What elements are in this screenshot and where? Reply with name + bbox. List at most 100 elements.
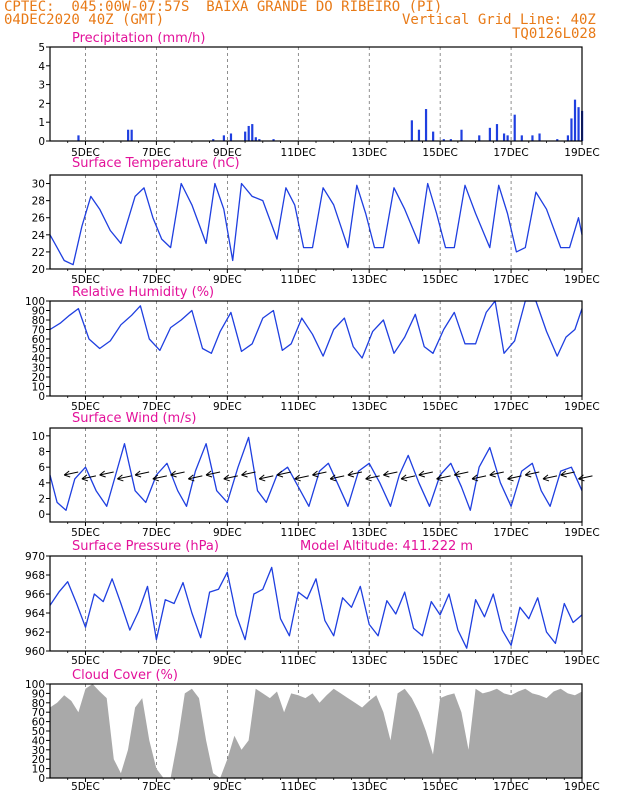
precip-bar (424, 109, 428, 141)
wind-arrow (294, 474, 309, 482)
precip-bar (442, 139, 445, 141)
precip-bar (410, 120, 413, 141)
y-tick-label: 24 (32, 230, 46, 242)
precip-bar (244, 131, 247, 141)
y-tick-label: 0 (38, 136, 45, 148)
x-tick-label: 9DEC (213, 781, 242, 793)
x-tick-label: 9DEC (213, 527, 242, 539)
wind-arrow (188, 474, 203, 482)
panel-0: 0 1 2 3 4 5 5DEC 7DEC 9DEC 11DEC 13DEC 15DEC 17DEC 19… (38, 31, 599, 159)
precip-bar (251, 124, 254, 141)
wind-arrow (276, 470, 292, 478)
x-tick-label: 13DEC (351, 781, 386, 793)
precip-bar (577, 107, 580, 141)
y-tick-label: 960 (25, 646, 45, 658)
wind-arrow (436, 474, 451, 482)
x-tick-label: 7DEC (142, 781, 171, 793)
precip-bar (229, 133, 233, 141)
precip-bar (495, 124, 499, 141)
precip-bar (513, 114, 516, 141)
y-tick-label: 50 (32, 726, 45, 738)
x-tick-label: 11DEC (281, 401, 316, 413)
y-tick-label: 90 (32, 306, 45, 318)
y-tick-label: 70 (32, 707, 45, 719)
x-tick-label: 19DEC (564, 147, 599, 159)
y-tick-label: 40 (32, 353, 45, 365)
wind-arrow (542, 474, 558, 482)
precip-bar (130, 129, 133, 141)
x-tick-label: 17DEC (493, 147, 528, 159)
model-code: TQ0126L028 (512, 26, 597, 42)
wind-arrow (63, 470, 79, 478)
wind-arrow (258, 474, 274, 482)
x-tick-label: 9DEC (213, 655, 242, 667)
y-tick-label: 5 (38, 42, 45, 54)
y-tick-label: 70 (32, 325, 45, 337)
wind-arrow (578, 474, 593, 482)
y-tick-label: 22 (32, 247, 45, 259)
y-tick-label: 20 (32, 372, 45, 384)
x-tick-label: 13DEC (351, 147, 386, 159)
panel-frame (49, 555, 583, 652)
x-tick-label: 5DEC (71, 274, 100, 286)
x-tick-label: 9DEC (213, 274, 242, 286)
precip-bar (417, 129, 421, 141)
precip-bar (432, 131, 435, 141)
y-tick-label: 4 (38, 61, 45, 73)
x-tick-label: 15DEC (422, 401, 457, 413)
y-tick-label: 2 (38, 98, 45, 110)
y-tick-label: 30 (32, 179, 45, 191)
precip-bar (258, 139, 261, 141)
y-tick-label: 8 (38, 447, 45, 459)
y-tick-label: 2 (38, 494, 45, 506)
panel-frame (49, 300, 583, 397)
y-tick-label: 60 (32, 334, 45, 346)
panel-frame (49, 174, 583, 270)
y-tick-label: 966 (25, 589, 45, 601)
x-tick-label: 7DEC (142, 274, 171, 286)
series-line (49, 436, 583, 511)
y-tick-label: 3 (38, 80, 45, 92)
x-tick-label: 19DEC (564, 274, 599, 286)
panel-title: Precipitation (mm/h) (72, 31, 205, 46)
x-tick-label: 15DEC (422, 655, 457, 667)
precip-bar (272, 139, 275, 141)
wind-arrow (400, 474, 416, 482)
wind-arrow (454, 470, 469, 478)
y-tick-label: 26 (32, 213, 46, 225)
wind-arrow (223, 474, 238, 482)
x-tick-label: 5DEC (71, 655, 100, 667)
x-tick-label: 19DEC (564, 781, 599, 793)
wind-arrow (152, 474, 167, 482)
wind-arrow (134, 470, 150, 478)
x-tick-label: 17DEC (493, 655, 528, 667)
y-tick-label: 30 (32, 363, 45, 375)
x-tick-label: 19DEC (564, 655, 599, 667)
x-tick-label: 17DEC (493, 781, 528, 793)
y-tick-label: 6 (38, 462, 45, 474)
y-tick-label: 1 (38, 117, 45, 129)
wind-arrow (507, 474, 522, 482)
y-tick-label: 4 (38, 478, 45, 490)
wind-arrow (241, 470, 256, 478)
precip-bar (254, 137, 257, 141)
x-tick-label: 5DEC (71, 781, 100, 793)
y-tick-label: 100 (25, 679, 45, 691)
precip-bar (531, 135, 534, 141)
precip-bar (247, 125, 250, 141)
x-tick-label: 11DEC (281, 527, 316, 539)
panel-title: Surface Wind (m/s) (72, 411, 196, 426)
precip-bar (478, 135, 481, 141)
x-tick-label: 13DEC (351, 274, 386, 286)
panel-3: 0 2 4 6 8 10 5DEC 7DEC 9DEC 11DEC 13DEC 15DEC 17DEC 1… (32, 411, 600, 539)
wind-arrow (365, 474, 380, 482)
panel-1: 20 22 24 26 28 30 5DEC 7DEC 9DEC 11DEC 13DEC 15DEC 1… (32, 156, 600, 286)
header-line2: 04DEC2020 40Z (GMT) (4, 12, 165, 28)
y-tick-label: 10 (32, 764, 45, 776)
x-tick-label: 7DEC (142, 527, 171, 539)
x-tick-label: 5DEC (71, 401, 100, 413)
precip-bar (573, 99, 577, 141)
